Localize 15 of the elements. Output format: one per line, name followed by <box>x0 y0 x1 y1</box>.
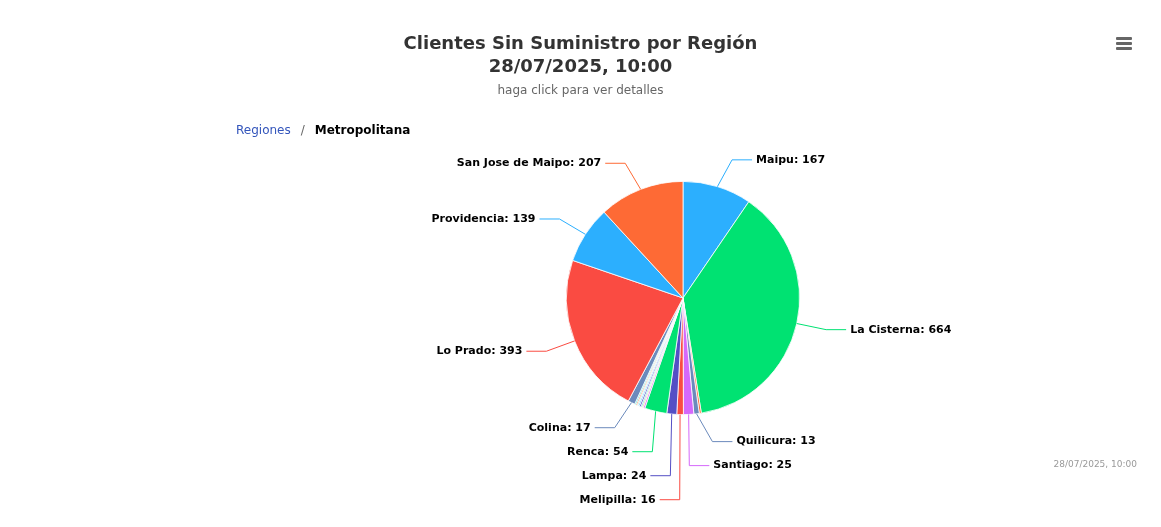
data-label: Lo Prado: 393 <box>436 344 523 358</box>
data-label: Renca: 54 <box>567 444 629 458</box>
text: Regiones / Metropolitana <box>236 123 411 137</box>
data-label: Maipu: 167 <box>756 152 826 166</box>
data-label: Quilicura: 13 <box>736 434 816 448</box>
data-label: Melipilla: 16 <box>579 492 657 506</box>
chart-subtitle: haga click para ver detalles <box>496 83 665 97</box>
data-label: La Cisterna: 664 <box>850 322 952 336</box>
data-label: Providencia: 139 <box>431 211 536 225</box>
text: 28/07/2025, 10:00 <box>1053 459 1137 469</box>
data-label: Colina: 17 <box>528 420 591 434</box>
data-label: Santiago: 25 <box>713 458 792 472</box>
data-label: San Jose de Maipo: 207 <box>456 156 602 170</box>
chart-title: Clientes Sin Suministro por Región 28/07/2025, 10:00 <box>402 31 759 77</box>
data-label: Lampa: 24 <box>581 468 647 482</box>
